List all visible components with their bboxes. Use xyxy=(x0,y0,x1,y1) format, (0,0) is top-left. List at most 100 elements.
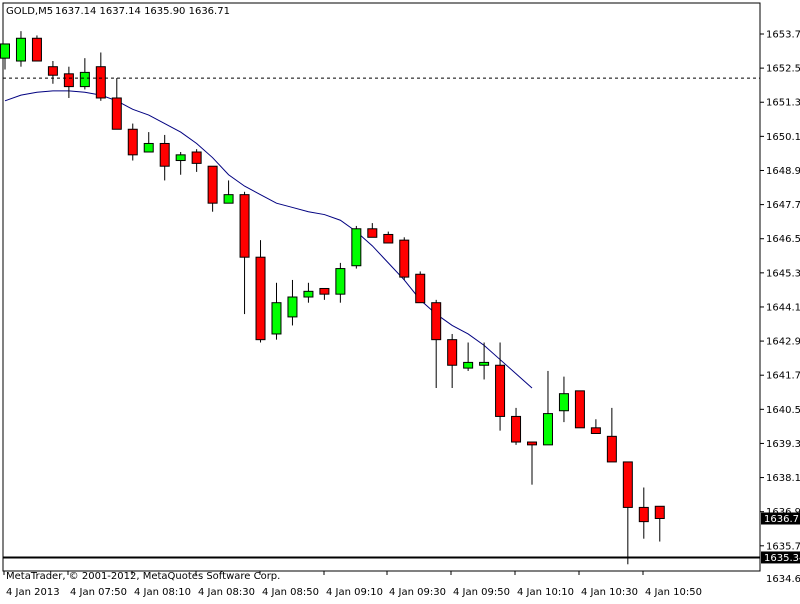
candle xyxy=(15,31,26,67)
candle-body xyxy=(303,290,314,298)
candle xyxy=(351,225,362,269)
candle-body xyxy=(590,427,601,434)
x-tick-label: 4 Jan 10:50 xyxy=(645,587,702,598)
x-tick-label: 4 Jan 09:50 xyxy=(453,587,510,598)
x-tick-label: 4 Jan 08:50 xyxy=(262,587,319,598)
candle xyxy=(463,342,474,371)
candle-body xyxy=(574,390,585,429)
candle-body xyxy=(239,194,250,258)
candle xyxy=(175,151,186,175)
candle-body xyxy=(319,287,330,295)
horizontal-line-price-box xyxy=(761,551,800,564)
copyright-label: MetaTrader, © 2001-2012, MetaQuotes Soft… xyxy=(6,571,280,582)
candle xyxy=(399,237,410,280)
candle-body xyxy=(31,37,42,62)
x-tick-label: 4 Jan 10:30 xyxy=(581,587,638,598)
candle-body xyxy=(654,505,665,520)
candle-body xyxy=(271,302,282,335)
candle xyxy=(431,299,442,388)
candle xyxy=(143,132,154,153)
x-tick-label: 4 Jan 2013 xyxy=(6,587,60,598)
x-tick-label: 4 Jan 07:50 xyxy=(70,587,127,598)
candle-body xyxy=(367,228,378,238)
candle xyxy=(511,407,522,445)
y-tick-label: 1648.95 xyxy=(766,166,800,177)
y-tick-label: 1652.55 xyxy=(766,64,800,75)
candle-body xyxy=(111,97,122,130)
candle-body xyxy=(143,142,154,153)
candle-body xyxy=(383,233,394,244)
x-tick-label: 4 Jan 10:10 xyxy=(517,587,574,598)
candle xyxy=(223,180,234,204)
candle xyxy=(527,441,538,485)
candle-body xyxy=(479,361,490,366)
y-tick-label: 1646.55 xyxy=(766,234,800,245)
candle-body xyxy=(95,66,106,99)
candle xyxy=(271,282,282,340)
candle-body xyxy=(127,128,138,156)
candle-body xyxy=(79,71,90,88)
candle xyxy=(127,123,138,161)
candle-body xyxy=(255,256,266,341)
candle-body xyxy=(638,506,649,523)
y-tick-label: 1647.75 xyxy=(766,200,800,211)
candle-body xyxy=(511,415,522,443)
candle xyxy=(207,165,218,212)
y-tick-label: 1638.15 xyxy=(766,473,800,484)
candle xyxy=(111,78,122,130)
ohlc-readout: 1637.14 1637.14 1635.90 1636.71 xyxy=(55,6,230,17)
candle xyxy=(383,231,394,244)
current-price-box xyxy=(761,512,800,525)
candle xyxy=(191,149,202,172)
y-tick-label: 1650.15 xyxy=(766,132,800,143)
candle xyxy=(319,287,330,300)
x-tick-label: 4 Jan 08:10 xyxy=(134,587,191,598)
candle-body xyxy=(207,165,218,204)
y-tick-label: 1644.15 xyxy=(766,302,800,313)
candle-body xyxy=(287,296,298,318)
candle xyxy=(415,271,426,304)
candle xyxy=(542,370,553,446)
y-tick-label: 1636.95 xyxy=(766,507,800,518)
candle xyxy=(606,407,617,463)
levels-layer: 1635.34 1636.71 xyxy=(3,77,800,564)
candle xyxy=(79,58,90,90)
candle-body xyxy=(351,228,362,267)
candle-body xyxy=(622,461,633,508)
candle xyxy=(622,461,633,565)
candle xyxy=(255,240,266,343)
candle xyxy=(495,342,506,431)
candle-body xyxy=(542,413,553,446)
y-tick-label: 1640.55 xyxy=(766,405,800,416)
x-tick-label: 4 Jan 08:30 xyxy=(198,587,255,598)
price-axis: 1653.75 1652.55 1651.35 1650.15 1648.95 1647.… xyxy=(760,30,800,585)
candle-body xyxy=(335,268,346,295)
moving-average-layer xyxy=(4,90,533,389)
candle xyxy=(479,342,490,380)
candle-body xyxy=(47,66,58,76)
x-tick-label: 4 Jan 09:10 xyxy=(326,587,383,598)
candle xyxy=(447,333,458,388)
candles-layer xyxy=(0,31,665,565)
y-tick-label: 1639.35 xyxy=(766,439,800,450)
candle-body xyxy=(63,73,74,88)
time-axis: 4 Jan 2013 4 Jan 07:50 4 Jan 08:10 4 Jan 08… xyxy=(3,571,702,598)
y-tick-label: 1651.35 xyxy=(766,98,800,109)
candle-body xyxy=(527,441,538,446)
candle xyxy=(367,223,378,238)
candle xyxy=(239,191,250,315)
candle-body xyxy=(15,37,26,62)
moving-average-line xyxy=(4,90,533,389)
candle-body xyxy=(191,151,202,164)
candle-body xyxy=(495,364,506,417)
candle xyxy=(47,61,58,84)
candle-body xyxy=(463,361,474,369)
current-price-label: 1636.71 xyxy=(764,514,800,525)
candle xyxy=(303,282,314,303)
candle xyxy=(31,35,42,62)
candle xyxy=(335,262,346,303)
candle xyxy=(95,52,106,101)
candle-body xyxy=(159,142,170,167)
symbol-label: GOLD,M5 xyxy=(6,6,53,17)
